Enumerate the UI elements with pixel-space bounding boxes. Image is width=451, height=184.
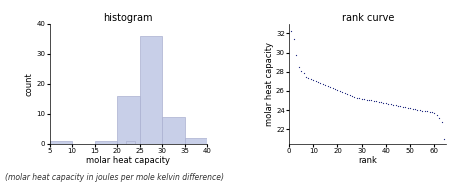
- Bar: [117, 96, 140, 144]
- X-axis label: rank: rank: [358, 156, 377, 165]
- Bar: [140, 36, 162, 144]
- Title: rank curve: rank curve: [341, 13, 394, 23]
- Bar: [95, 141, 117, 144]
- Bar: [184, 138, 207, 144]
- X-axis label: molar heat capacity: molar heat capacity: [86, 156, 170, 165]
- Y-axis label: molar heat capacity: molar heat capacity: [266, 42, 275, 126]
- Text: (molar heat capacity in joules per mole kelvin difference): (molar heat capacity in joules per mole …: [5, 173, 224, 182]
- Bar: [162, 117, 184, 144]
- Bar: [126, 141, 135, 144]
- Title: histogram: histogram: [104, 13, 153, 23]
- Y-axis label: count: count: [25, 72, 34, 96]
- Bar: [50, 141, 72, 144]
